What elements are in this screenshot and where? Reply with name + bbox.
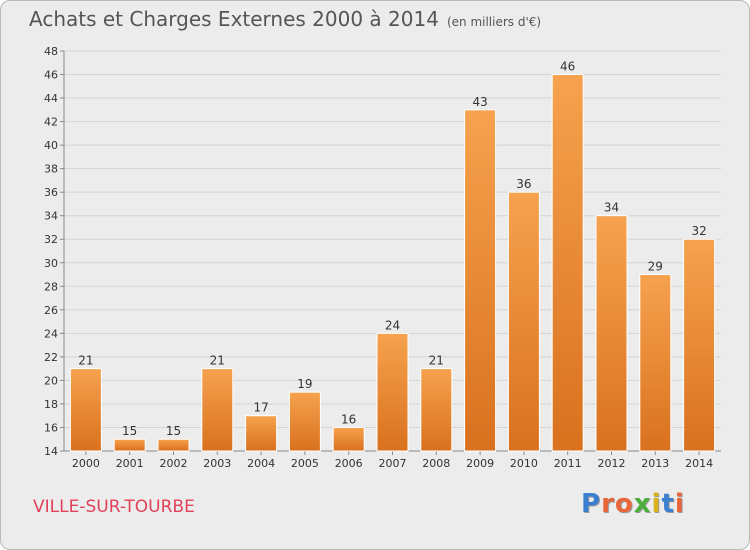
y-tick-label: 48 xyxy=(44,45,58,58)
x-tick-label: 2003 xyxy=(203,457,231,470)
data-label: 17 xyxy=(253,401,268,415)
y-tick-label: 20 xyxy=(44,374,58,387)
y-tick-label: 16 xyxy=(44,421,58,434)
x-tick-label: 2001 xyxy=(116,457,144,470)
y-tick-label: 30 xyxy=(44,257,58,270)
bars xyxy=(69,74,716,452)
bar xyxy=(376,332,409,452)
y-tick-label: 26 xyxy=(44,304,58,317)
y-tick-label: 28 xyxy=(44,280,58,293)
x-tick-label: 2012 xyxy=(598,457,626,470)
bar xyxy=(113,438,146,452)
bar xyxy=(245,415,278,452)
y-tick-label: 22 xyxy=(44,351,58,364)
data-labels: 21 15 15 21 17 19 16 24 21 43 36 46 34 29 32 xyxy=(78,60,706,439)
y-tick-label: 42 xyxy=(44,116,58,129)
bar xyxy=(595,215,628,452)
title-unit: (en milliers d'€) xyxy=(446,15,542,29)
bar xyxy=(683,238,716,452)
y-tick-label: 44 xyxy=(44,92,58,105)
data-label: 21 xyxy=(78,354,93,368)
data-label: 16 xyxy=(341,412,356,426)
x-tick-labels: 2000 2001 2002 2003 2004 2005 2006 2007 2008 2009… xyxy=(72,457,713,470)
x-tick-label: 2002 xyxy=(160,457,188,470)
logo-letter: x xyxy=(633,489,652,519)
y-tick-label: 24 xyxy=(44,327,58,340)
data-label: 34 xyxy=(604,201,619,215)
data-label: 36 xyxy=(516,177,531,191)
y-tick-label: 32 xyxy=(44,233,58,246)
bar xyxy=(69,368,102,452)
bar xyxy=(332,426,365,452)
bar xyxy=(201,368,234,452)
x-tick-label: 2008 xyxy=(422,457,450,470)
data-label: 46 xyxy=(560,60,575,74)
x-tick-label: 2007 xyxy=(379,457,407,470)
y-tick-labels: 14 16 18 20 22 24 26 28 30 32 34 36 38 40 42 44 46 48 xyxy=(44,45,58,458)
logo-letter: r xyxy=(601,489,615,519)
y-tick-label: 36 xyxy=(44,186,58,199)
x-tick-label: 2009 xyxy=(466,457,494,470)
data-label: 15 xyxy=(122,424,137,438)
bar xyxy=(157,438,190,452)
data-label: 29 xyxy=(648,260,663,274)
logo-letter: i xyxy=(651,489,662,519)
bar xyxy=(420,368,453,452)
x-tick-label: 2010 xyxy=(510,457,538,470)
data-label: 32 xyxy=(691,224,706,238)
logo-letter: i xyxy=(674,489,685,519)
data-label: 21 xyxy=(429,354,444,368)
bar xyxy=(288,391,321,452)
data-label: 19 xyxy=(297,377,312,391)
logo-letter: o xyxy=(614,489,634,519)
chart-title: Achats et Charges Externes 2000 à 2014 (e… xyxy=(29,7,541,31)
x-tick-label: 2005 xyxy=(291,457,319,470)
bar xyxy=(507,191,540,452)
logo-letter: P xyxy=(581,489,602,519)
title-text: Achats et Charges Externes 2000 à 2014 xyxy=(29,7,439,31)
data-label: 43 xyxy=(472,95,487,109)
bar xyxy=(639,274,672,452)
x-tick-label: 2000 xyxy=(72,457,100,470)
data-label: 15 xyxy=(166,424,181,438)
y-tick-label: 18 xyxy=(44,398,58,411)
proxiti-logo[interactable]: Proxiti xyxy=(581,489,685,519)
y-tick-label: 38 xyxy=(44,163,58,176)
x-tick-label: 2013 xyxy=(641,457,669,470)
y-tick-label: 46 xyxy=(44,69,58,82)
data-label: 21 xyxy=(210,354,225,368)
logo-letter: t xyxy=(661,489,675,519)
bar xyxy=(551,74,584,452)
data-label: 24 xyxy=(385,318,400,332)
x-tick-label: 2004 xyxy=(247,457,275,470)
x-tick-label: 2011 xyxy=(554,457,582,470)
x-tick-label: 2014 xyxy=(685,457,713,470)
y-tick-label: 34 xyxy=(44,210,58,223)
city-name: VILLE-SUR-TOURBE xyxy=(33,497,195,517)
y-tick-label: 14 xyxy=(44,445,58,458)
x-tick-label: 2006 xyxy=(335,457,363,470)
bar xyxy=(464,109,497,452)
y-tick-label: 40 xyxy=(44,139,58,152)
